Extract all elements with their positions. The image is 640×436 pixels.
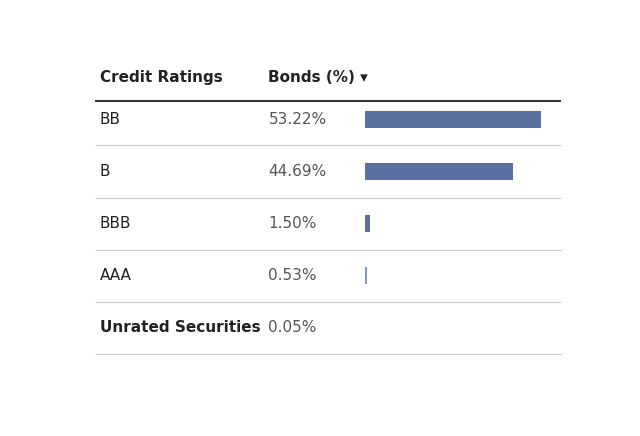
- Text: BBB: BBB: [100, 216, 131, 231]
- Text: AAA: AAA: [100, 268, 132, 283]
- Text: Unrated Securities: Unrated Securities: [100, 320, 260, 335]
- Bar: [365, 267, 367, 284]
- Text: 0.05%: 0.05%: [269, 320, 317, 335]
- Text: Credit Ratings: Credit Ratings: [100, 70, 223, 85]
- Text: Bonds (%) ▾: Bonds (%) ▾: [269, 70, 368, 85]
- Text: 44.69%: 44.69%: [269, 164, 327, 179]
- Bar: [365, 111, 541, 128]
- Text: 1.50%: 1.50%: [269, 216, 317, 231]
- Bar: [365, 163, 513, 180]
- Text: BB: BB: [100, 112, 121, 127]
- Text: 53.22%: 53.22%: [269, 112, 326, 127]
- Text: B: B: [100, 164, 110, 179]
- Bar: [365, 215, 370, 232]
- Text: 0.53%: 0.53%: [269, 268, 317, 283]
